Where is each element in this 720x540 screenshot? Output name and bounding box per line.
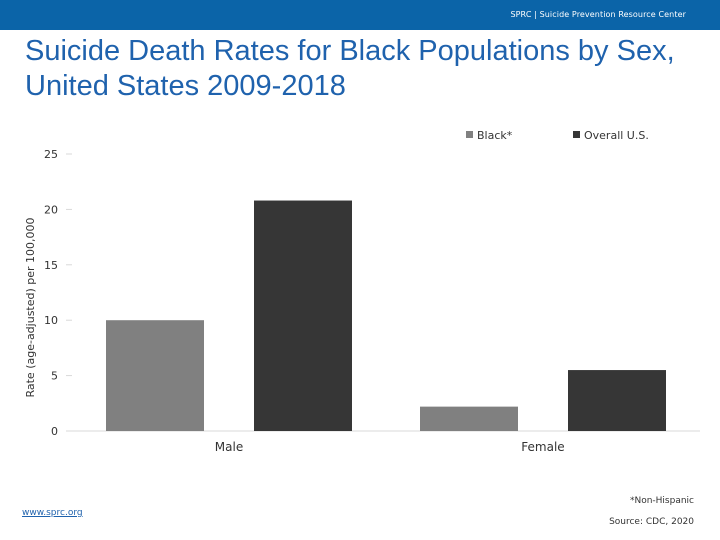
bar-black--female — [420, 406, 518, 431]
footnote: *Non-Hispanic — [629, 496, 694, 506]
bar-black--male — [106, 320, 204, 431]
header-bar: SPRC | Suicide Prevention Resource Cente… — [0, 0, 720, 30]
header-text: SPRC | Suicide Prevention Resource Cente… — [510, 10, 686, 19]
y-tick-label: 10 — [44, 314, 58, 327]
y-axis-label: Rate (age-adjusted) per 100,000 — [24, 217, 37, 397]
chart-title: Suicide Death Rates for Black Population… — [25, 35, 675, 102]
website-link[interactable]: www.sprc.org — [22, 508, 83, 518]
legend-swatch — [573, 131, 580, 138]
bar-overall-u-s--female — [568, 370, 666, 431]
category-label: Male — [215, 440, 243, 454]
y-tick-label: 0 — [51, 425, 58, 438]
y-tick-label: 5 — [51, 370, 58, 383]
y-tick-label: 20 — [44, 203, 58, 216]
source-note: Source: CDC, 2020 — [609, 517, 694, 527]
legend-swatch — [466, 131, 473, 138]
category-label: Female — [521, 440, 564, 454]
y-tick-label: 25 — [44, 148, 58, 161]
legend-label: Black* — [477, 129, 513, 142]
y-tick-label: 15 — [44, 259, 58, 272]
legend-label: Overall U.S. — [584, 129, 649, 142]
bar-overall-u-s--male — [254, 200, 352, 431]
